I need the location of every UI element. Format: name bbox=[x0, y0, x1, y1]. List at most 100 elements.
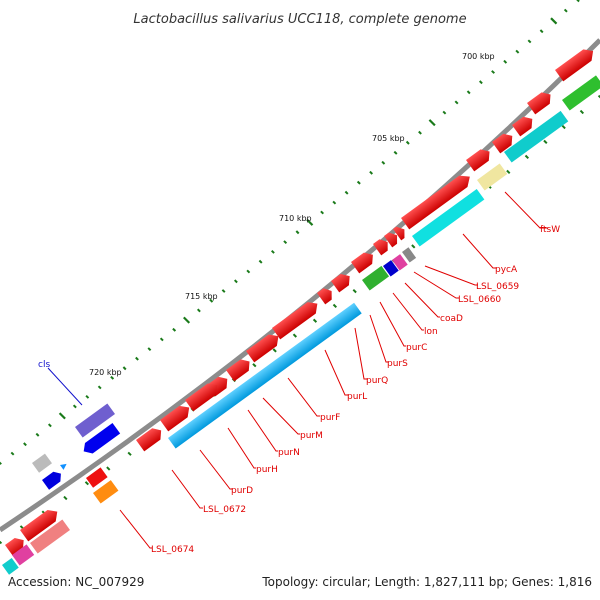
scale-tick-minor bbox=[159, 337, 164, 342]
scale-tick-minor bbox=[454, 100, 459, 105]
cds-misc bbox=[60, 463, 67, 470]
cds-reverse bbox=[504, 110, 569, 163]
cds-forward bbox=[393, 226, 405, 241]
cds-forward bbox=[492, 133, 513, 154]
gene-label-cls: cls bbox=[38, 360, 50, 370]
scale-tick-minor bbox=[283, 240, 288, 245]
cds-reverse bbox=[2, 557, 19, 575]
scale-tick-minor bbox=[270, 249, 275, 254]
cds-forward bbox=[246, 334, 279, 363]
cds-forward bbox=[384, 232, 398, 248]
scale-ticks bbox=[0, 0, 600, 545]
scale-tick-minor bbox=[442, 110, 447, 115]
scale-label-715: 715 kbp bbox=[185, 292, 218, 301]
scale-dot bbox=[312, 318, 318, 323]
scale-dot bbox=[0, 540, 3, 545]
genome-backbone bbox=[0, 38, 600, 533]
cds-reverse bbox=[562, 75, 600, 111]
cds-reverse bbox=[30, 519, 71, 554]
label-leaders bbox=[119, 191, 548, 549]
gene-label-purS: purS bbox=[387, 359, 408, 369]
scale-dot bbox=[292, 333, 298, 338]
cds-forward bbox=[466, 149, 490, 172]
scale-tick-minor bbox=[344, 190, 349, 195]
gene-label-LSL_0674: LSL_0674 bbox=[151, 545, 194, 555]
scale-tick-major bbox=[183, 316, 191, 324]
scale-dot bbox=[332, 303, 338, 309]
scale-tick-minor bbox=[491, 70, 495, 74]
cds-reverse bbox=[86, 467, 108, 488]
cds-forward bbox=[226, 359, 250, 382]
scale-label-705: 705 kbp bbox=[372, 134, 405, 143]
scale-tick-minor bbox=[320, 210, 325, 215]
gene-label-LSL_0672: LSL_0672 bbox=[203, 505, 246, 515]
scale-tick-minor bbox=[110, 375, 115, 380]
scale-tick-minor bbox=[85, 394, 90, 399]
gene-label-purM: purM bbox=[300, 431, 323, 441]
accession-text: Accession: NC_007929 bbox=[8, 575, 144, 589]
gene-label-purF: purF bbox=[320, 413, 340, 423]
scale-tick-minor bbox=[47, 423, 52, 428]
scale-dot bbox=[597, 94, 600, 99]
scale-tick-major bbox=[306, 218, 314, 226]
gene-label-purQ: purQ bbox=[366, 376, 388, 386]
scale-tick-minor bbox=[258, 259, 263, 264]
scale-tick-minor bbox=[515, 49, 520, 54]
scale-label-700: 700 kbp bbox=[462, 52, 495, 61]
scale-dot bbox=[543, 139, 548, 145]
cds-forward bbox=[331, 273, 350, 293]
scale-tick-minor bbox=[295, 230, 300, 235]
scale-tick-minor bbox=[478, 80, 483, 85]
scale-dot bbox=[352, 288, 357, 294]
scale-tick-minor bbox=[196, 308, 201, 313]
cds-reverse bbox=[11, 544, 35, 566]
scale-dot bbox=[63, 495, 68, 501]
cds-reverse bbox=[93, 480, 119, 504]
cds-forward bbox=[527, 92, 551, 115]
cds-reverse bbox=[168, 302, 362, 449]
scale-tick-major bbox=[550, 17, 558, 25]
cds-forward bbox=[351, 252, 373, 274]
cds-reverse bbox=[83, 423, 121, 454]
gene-label-purD: purD bbox=[231, 486, 253, 496]
scale-tick-minor bbox=[23, 442, 27, 447]
cls-leader bbox=[47, 367, 83, 406]
scale-tick-minor bbox=[332, 200, 337, 205]
scale-dot bbox=[579, 109, 585, 115]
cds-forward bbox=[401, 175, 470, 230]
cds-forward bbox=[160, 405, 190, 432]
cds-forward bbox=[555, 49, 594, 82]
scale-tick-minor bbox=[246, 269, 251, 274]
scale-tick-minor bbox=[405, 140, 410, 145]
scale-dot bbox=[252, 363, 257, 368]
cds-forward bbox=[185, 383, 218, 412]
cds-reverse bbox=[362, 265, 390, 291]
cds-misc bbox=[42, 471, 61, 490]
cds-forward bbox=[317, 288, 332, 305]
scale-tick-minor bbox=[356, 180, 361, 185]
gene-labels: ftsW pycA LSL_0659 LSL_0660 coaD lon pur… bbox=[38, 225, 560, 555]
scale-dot bbox=[127, 451, 132, 456]
reverse-strand-track bbox=[2, 75, 600, 575]
summary-text: Topology: circular; Length: 1,827,111 bp… bbox=[261, 575, 592, 589]
scale-tick-minor bbox=[72, 404, 77, 409]
cds-reverse bbox=[412, 188, 485, 247]
scale-tick-minor bbox=[381, 160, 386, 165]
cds-cls bbox=[75, 403, 116, 438]
scale-tick-minor bbox=[563, 8, 568, 13]
gene-label-coaD: coaD bbox=[440, 314, 463, 324]
cds-forward bbox=[136, 428, 162, 452]
scale-tick-minor bbox=[10, 451, 15, 456]
scale-labels: 700 kbp 705 kbp 710 kbp 715 kbp 720 kbp bbox=[89, 52, 495, 377]
scale-tick-minor bbox=[393, 150, 398, 155]
gene-label-lon: lon bbox=[424, 327, 438, 337]
scale-tick-minor bbox=[221, 289, 226, 293]
cds-forward bbox=[20, 510, 58, 542]
gene-label-purC: purC bbox=[406, 343, 427, 353]
scale-dot bbox=[272, 348, 277, 353]
scale-dot bbox=[561, 124, 566, 130]
gene-label-purH: purH bbox=[256, 465, 278, 475]
scale-tick-minor bbox=[209, 298, 214, 303]
cds-reverse bbox=[402, 247, 417, 263]
scale-tick-major bbox=[58, 412, 66, 420]
